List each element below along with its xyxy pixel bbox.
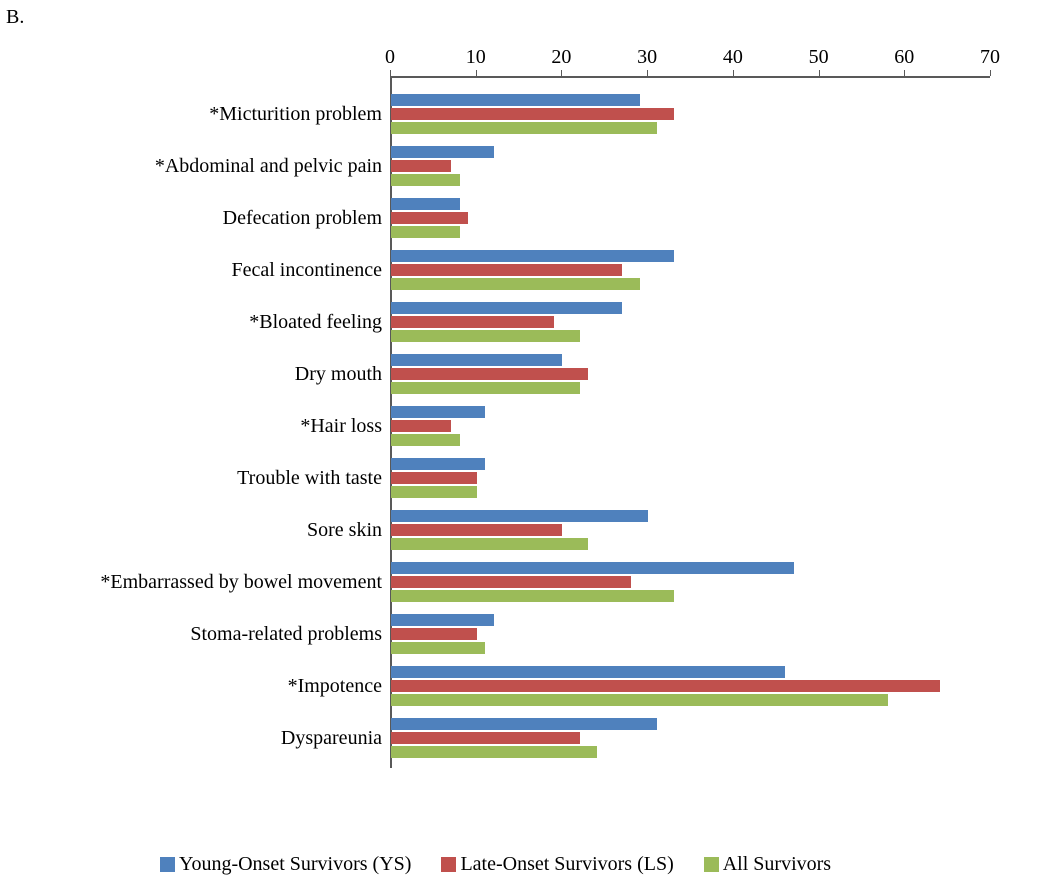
bar-ls: [391, 368, 588, 380]
bar-ys: [391, 94, 640, 106]
x-tick: [561, 70, 562, 76]
bar-ls: [391, 732, 580, 744]
legend-label: Late-Onset Survivors (LS): [460, 853, 673, 875]
category-label: Fecal incontinence: [232, 260, 383, 280]
category-label: Stoma-related problems: [190, 624, 382, 644]
x-tick: [647, 70, 648, 76]
bar-all: [391, 642, 485, 654]
category-label: Sore skin: [307, 520, 382, 540]
bar-all: [391, 122, 657, 134]
legend-swatch: [704, 857, 719, 872]
legend: Young-Onset Survivors (YS) Late-Onset Sur…: [160, 853, 831, 876]
bar-ys: [391, 354, 562, 366]
x-tick: [476, 70, 477, 76]
bar-ys: [391, 458, 485, 470]
bar-all: [391, 382, 580, 394]
x-tick-label: 50: [809, 46, 829, 69]
category-label: Dyspareunia: [281, 728, 382, 748]
category-label: Defecation problem: [223, 208, 382, 228]
x-tick: [904, 70, 905, 76]
legend-swatch: [441, 857, 456, 872]
legend-item: All Survivors: [704, 853, 831, 876]
bar-ls: [391, 472, 477, 484]
legend-item: Young-Onset Survivors (YS): [160, 853, 411, 876]
x-tick: [390, 70, 391, 76]
bar-all: [391, 486, 477, 498]
x-tick-label: 20: [551, 46, 571, 69]
chart-container: 010203040506070 *Micturition problem*Abd…: [60, 40, 1000, 800]
bar-ls: [391, 160, 451, 172]
bar-all: [391, 278, 640, 290]
bar-all: [391, 694, 888, 706]
category-label: Trouble with taste: [237, 468, 382, 488]
bar-all: [391, 746, 597, 758]
bar-ls: [391, 264, 622, 276]
bar-ls: [391, 420, 451, 432]
category-label: *Impotence: [288, 676, 382, 696]
x-tick-label: 10: [466, 46, 486, 69]
bar-ys: [391, 250, 674, 262]
category-label: *Bloated feeling: [249, 312, 382, 332]
x-axis-line: [390, 76, 990, 78]
category-label: *Embarrassed by bowel movement: [100, 572, 382, 592]
bar-ls: [391, 680, 940, 692]
x-tick-label: 0: [385, 46, 395, 69]
bar-ys: [391, 198, 460, 210]
panel-letter: B.: [6, 6, 24, 29]
bar-ls: [391, 524, 562, 536]
bar-ys: [391, 510, 648, 522]
bar-ys: [391, 406, 485, 418]
x-tick: [819, 70, 820, 76]
category-labels: *Micturition problem *Abdominal and pelvi…: [60, 76, 382, 776]
category-label: Dry mouth: [295, 364, 382, 384]
legend-label: All Survivors: [723, 853, 831, 875]
bar-all: [391, 538, 588, 550]
bar-ls: [391, 628, 477, 640]
bar-ys: [391, 614, 494, 626]
category-label: *Hair loss: [300, 416, 382, 436]
bar-all: [391, 330, 580, 342]
bar-all: [391, 174, 460, 186]
bar-ls: [391, 212, 468, 224]
bar-ls: [391, 316, 554, 328]
page: B. 010203040506070 *Micturition problem*…: [0, 0, 1050, 890]
bar-ys: [391, 562, 794, 574]
bar-ys: [391, 666, 785, 678]
category-label: *Micturition problem: [209, 104, 382, 124]
bar-ls: [391, 576, 631, 588]
bar-ys: [391, 718, 657, 730]
legend-item: Late-Onset Survivors (LS): [441, 853, 673, 876]
bar-ys: [391, 146, 494, 158]
bar-all: [391, 226, 460, 238]
x-tick: [733, 70, 734, 76]
bar-all: [391, 434, 460, 446]
bar-ls: [391, 108, 674, 120]
x-tick-label: 60: [894, 46, 914, 69]
bar-ys: [391, 302, 622, 314]
category-label: *Abdominal and pelvic pain: [155, 156, 382, 176]
x-tick-label: 70: [980, 46, 1000, 69]
x-tick: [990, 70, 991, 76]
plot-area: 010203040506070: [390, 76, 990, 776]
legend-label: Young-Onset Survivors (YS): [179, 853, 411, 875]
x-tick-label: 40: [723, 46, 743, 69]
legend-swatch: [160, 857, 175, 872]
bar-all: [391, 590, 674, 602]
x-tick-label: 30: [637, 46, 657, 69]
